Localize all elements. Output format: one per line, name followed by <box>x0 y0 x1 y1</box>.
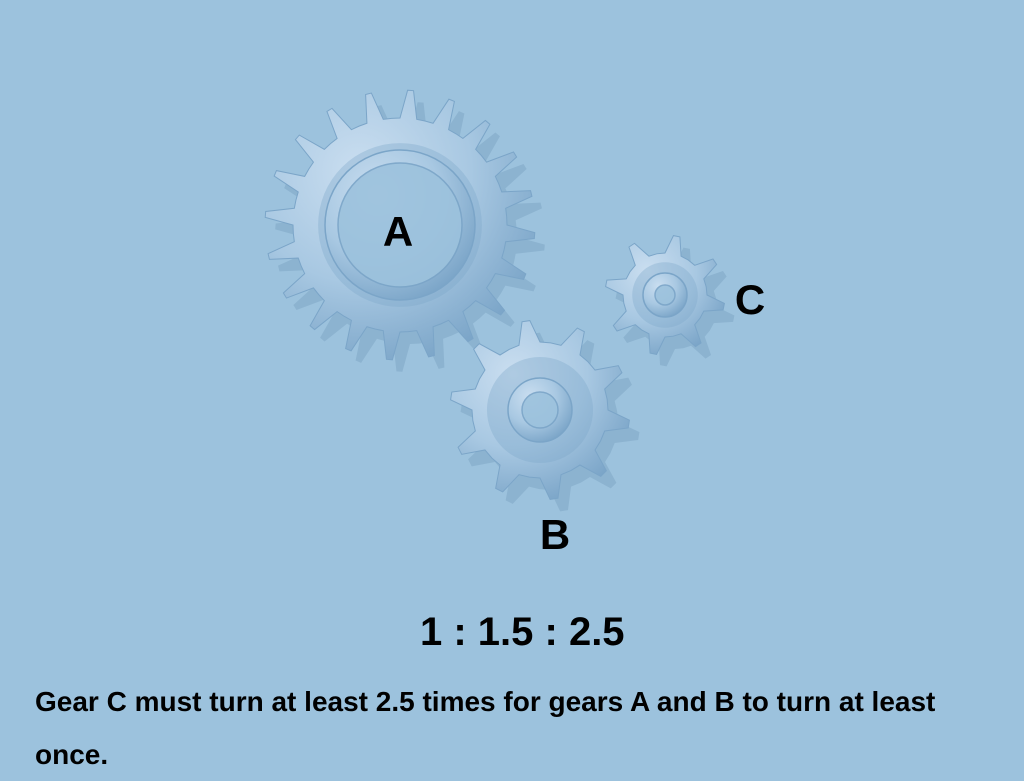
ratio-text: 1 : 1.5 : 2.5 <box>420 610 625 655</box>
gear-b-label: B <box>540 511 570 559</box>
caption-text: Gear C must turn at least 2.5 times for … <box>35 675 995 781</box>
gear-c-label: C <box>735 276 765 324</box>
gear-a-label: A <box>383 208 413 256</box>
